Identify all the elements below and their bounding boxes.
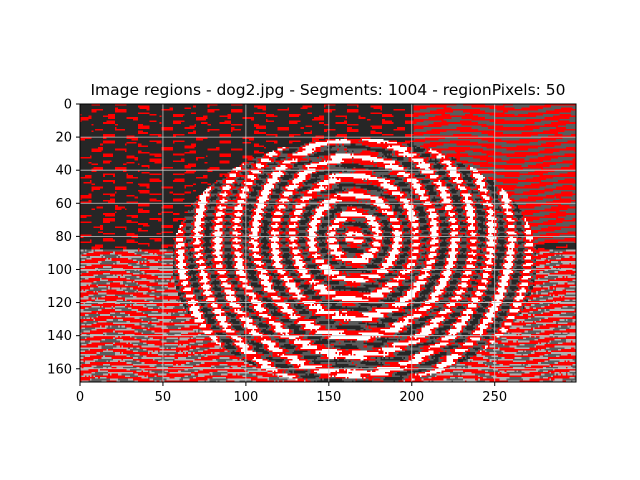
y-tick-label: 40 (55, 164, 72, 179)
y-tick-label: 20 (55, 131, 72, 146)
plot-area (79, 103, 577, 383)
x-tick-label: 200 (399, 390, 424, 405)
y-axis: 0 20 40 60 80 100 120 140 160 (47, 98, 80, 377)
x-tick-label: 100 (233, 390, 258, 405)
y-tick-label: 160 (47, 362, 72, 377)
region-image (80, 104, 576, 382)
x-axis: 0 50 100 150 200 250 (76, 382, 507, 405)
x-tick-label: 250 (482, 390, 507, 405)
x-tick-label: 150 (316, 390, 341, 405)
x-tick-label: 50 (155, 390, 172, 405)
axes-frame (79, 103, 577, 383)
y-tick-label: 120 (47, 296, 72, 311)
x-tick-label: 0 (76, 390, 84, 405)
y-tick-label: 60 (55, 197, 72, 212)
y-tick-label: 100 (47, 263, 72, 278)
chart-title: Image regions - dog2.jpg - Segments: 100… (90, 81, 565, 99)
y-tick-label: 0 (64, 98, 72, 113)
y-tick-label: 140 (47, 329, 72, 344)
y-tick-label: 80 (55, 230, 72, 245)
